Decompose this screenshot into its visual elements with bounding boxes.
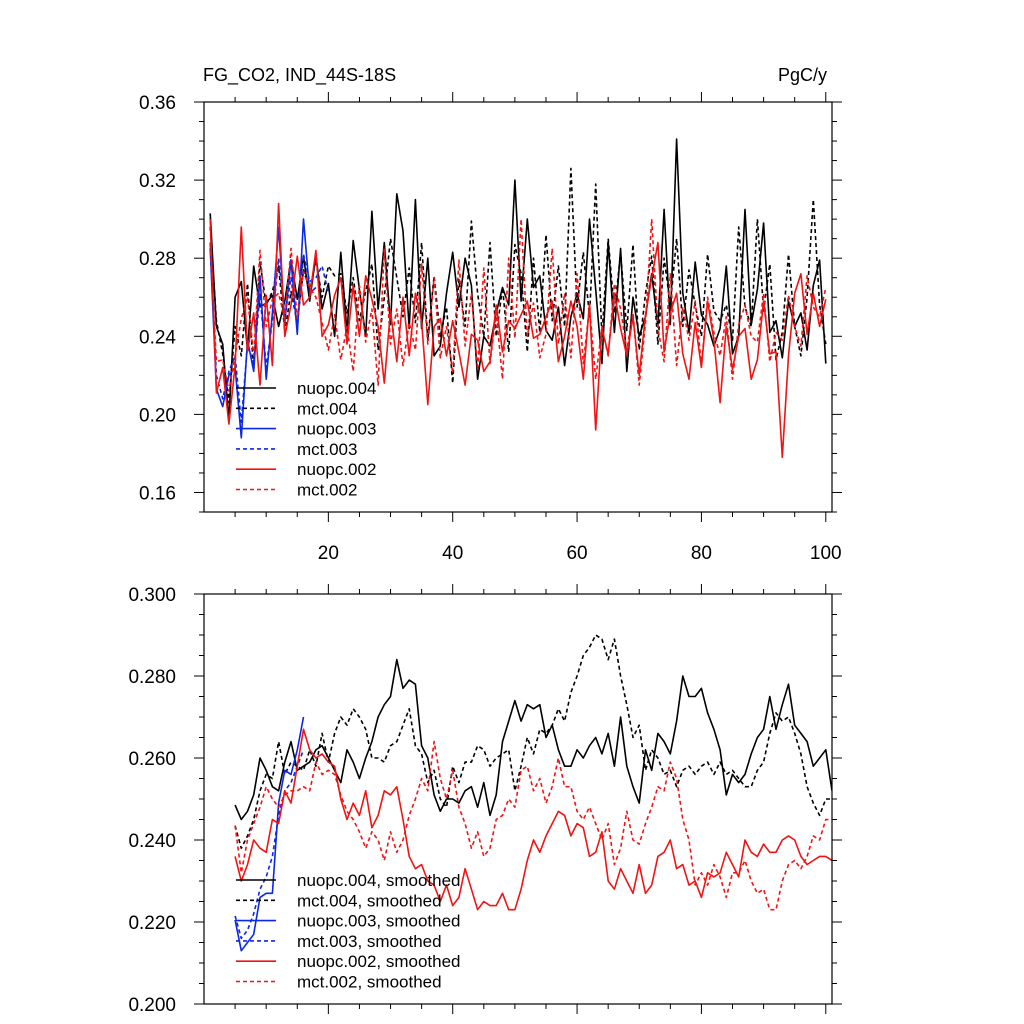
- top-y-tick-label: 0.32: [139, 171, 176, 192]
- top-series-line-mct-003: [209, 242, 330, 424]
- bottom-series-line-nuopc-003-smoothed: [234, 716, 305, 952]
- top-series-line-nuopc-002: [209, 202, 827, 459]
- top-legend-label: nuopc.003: [297, 420, 376, 439]
- top-legend-label: nuopc.004: [297, 379, 376, 398]
- bottom-y-tick-label: 0.240: [128, 831, 176, 852]
- bottom-y-tick-label: 0.260: [128, 749, 176, 770]
- panel-title-right: PgC/y: [778, 65, 827, 85]
- bottom-series-line-mct-002-smoothed: [234, 740, 832, 911]
- top-panel: 20 40 60 80 100 0.16 0.20 0.24 0.28 0.32 0.36 nuopc…: [139, 92, 842, 564]
- bottom-panel: 0.200 0.220 0.240 0.260 0.280 0.300 nuopc.004,…: [128, 584, 842, 1016]
- bottom-legend-label: mct.004, smoothed: [297, 891, 442, 910]
- bottom-legend-label: nuopc.003, smoothed: [297, 912, 461, 931]
- top-legend-label: mct.003: [297, 440, 357, 459]
- top-x-tick-label: 40: [442, 543, 463, 564]
- bottom-series-line-mct-003-smoothed: [234, 749, 305, 940]
- top-y-tick-label: 0.20: [139, 405, 176, 426]
- bottom-y-tick-label: 0.280: [128, 667, 176, 688]
- bottom-y-tick-label: 0.220: [128, 913, 176, 934]
- top-x-tick-label: 60: [566, 543, 587, 564]
- bottom-series-line-nuopc-002-smoothed: [234, 728, 832, 911]
- top-x-tick-label: 80: [691, 543, 712, 564]
- top-legend-label: mct.004: [297, 399, 357, 418]
- bottom-series-line-nuopc-004-smoothed: [234, 658, 832, 821]
- bottom-legend-label: mct.002, smoothed: [297, 973, 442, 992]
- top-series-line-mct-004: [209, 167, 827, 404]
- top-legend-label: nuopc.002: [297, 460, 376, 479]
- top-legend-label: mct.002: [297, 481, 357, 500]
- panel-title-left: FG_CO2, IND_44S-18S: [203, 65, 396, 86]
- top-y-tick-label: 0.28: [139, 249, 176, 270]
- top-y-tick-label: 0.36: [139, 93, 176, 114]
- top-x-tick-label: 20: [318, 543, 339, 564]
- bottom-y-tick-label: 0.300: [128, 585, 176, 606]
- bottom-y-tick-label: 0.200: [128, 995, 176, 1016]
- bottom-legend-label: nuopc.004, smoothed: [297, 871, 461, 890]
- bottom-legend-label: nuopc.002, smoothed: [297, 952, 461, 971]
- top-y-tick-label: 0.16: [139, 483, 176, 504]
- top-y-tick-label: 0.24: [139, 327, 176, 348]
- top-series-line-mct-002: [209, 218, 827, 392]
- top-x-tick-label: 100: [810, 543, 842, 564]
- bottom-series-line-mct-004-smoothed: [234, 634, 832, 850]
- bottom-legend-label: mct.003, smoothed: [297, 932, 442, 951]
- top-plot-frame: [203, 101, 833, 513]
